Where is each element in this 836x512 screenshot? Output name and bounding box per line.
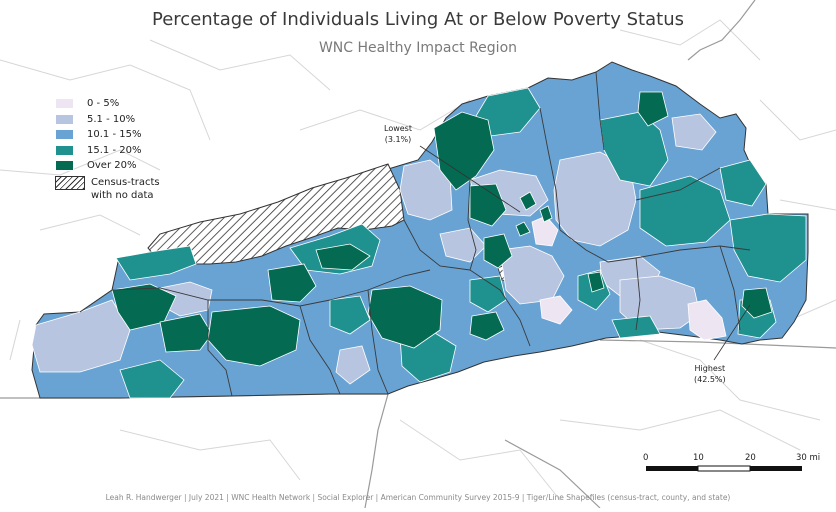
- scale-tick-0: 0: [643, 453, 649, 463]
- lowest-leader-line: [419, 145, 521, 213]
- legend-swatch: [55, 160, 74, 172]
- scale-tick-10: 10: [693, 453, 704, 463]
- callout-leaders: [419, 145, 751, 361]
- legend-item: 10.1 - 15%: [55, 127, 160, 143]
- legend-item: Over 20%: [55, 158, 160, 174]
- legend-label: 0 - 5%: [87, 98, 120, 110]
- legend-swatch: [55, 98, 74, 110]
- no-data-area: [147, 163, 405, 265]
- map-title: Percentage of Individuals Living At or B…: [152, 9, 684, 30]
- legend-label: Over 20%: [87, 160, 137, 172]
- legend-swatch: [55, 129, 74, 141]
- legend: 0 - 5% 5.1 - 10% 10.1 - 15% 15.1 - 20% O…: [55, 96, 160, 202]
- no-data-line2: with no data: [91, 189, 154, 201]
- legend-swatch: [55, 144, 74, 156]
- poverty-region: [31, 61, 809, 399]
- legend-no-data-label: Census-tracts with no data: [91, 176, 160, 202]
- legend-item: 15.1 - 20%: [55, 143, 160, 159]
- highest-callout: Highest (42.5%): [694, 363, 726, 385]
- legend-label: 15.1 - 20%: [87, 144, 142, 156]
- highest-leader-line: [713, 304, 751, 361]
- highest-label: Highest: [694, 364, 726, 373]
- credits-footer: Leah R. Handwerger | July 2021 | WNC Hea…: [105, 493, 731, 502]
- background-county-lines: [0, 19, 836, 501]
- legend-item: 5.1 - 10%: [55, 112, 160, 128]
- no-data-line1: Census-tracts: [91, 176, 160, 188]
- scale-bar: [646, 465, 802, 472]
- map-subtitle: WNC Healthy Impact Region: [318, 40, 518, 56]
- highest-value: (42.5%): [694, 375, 726, 384]
- lowest-value: (3.1%): [384, 135, 412, 144]
- scale-tick-30: 30 mi: [796, 453, 821, 463]
- legend-label: 5.1 - 10%: [87, 113, 136, 125]
- legend-item: 0 - 5%: [55, 96, 160, 112]
- legend-label: 10.1 - 15%: [87, 129, 142, 141]
- lowest-callout: Lowest (3.1%): [384, 123, 412, 145]
- lowest-label: Lowest: [384, 124, 412, 133]
- scale-tick-20: 20: [745, 453, 756, 463]
- county-borders: [79, 71, 751, 397]
- legend-no-data-item: Census-tracts with no data: [55, 175, 160, 202]
- hatch-swatch: [55, 175, 85, 190]
- legend-swatch: [55, 113, 74, 125]
